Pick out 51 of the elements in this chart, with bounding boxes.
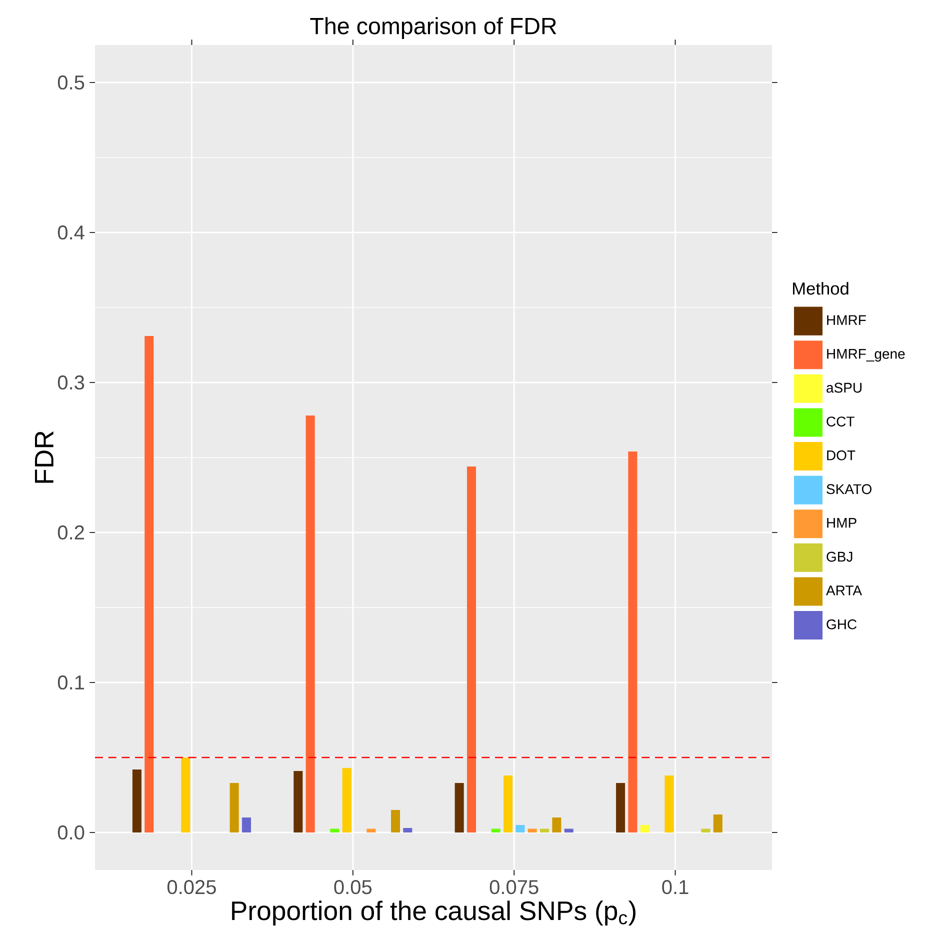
y-tick-label: 0.2 — [58, 525, 84, 540]
bar — [342, 768, 352, 832]
y-axis-title: FDR — [34, 431, 54, 483]
bar — [540, 828, 550, 832]
bar — [701, 828, 710, 832]
bar — [466, 466, 476, 832]
bar — [403, 828, 412, 832]
bar — [330, 828, 340, 832]
bar — [144, 336, 154, 832]
legend-label: GBJ — [826, 552, 852, 562]
x-tick-label: 0.05 — [334, 880, 372, 894]
bar — [230, 782, 239, 832]
bar — [132, 769, 142, 832]
bar — [242, 817, 251, 832]
bar — [528, 828, 537, 832]
bar — [616, 782, 626, 832]
y-tick-label: 0.3 — [58, 375, 84, 390]
bar — [181, 757, 190, 832]
legend-label: HMRF — [827, 315, 866, 325]
legend-label: SKATO — [826, 484, 872, 494]
legend-label: aSPU — [826, 382, 862, 393]
bar — [640, 824, 650, 832]
bar — [713, 814, 722, 832]
bar — [564, 828, 574, 832]
bar — [306, 415, 315, 832]
y-tick-label: 0.5 — [58, 75, 84, 90]
bar — [366, 828, 376, 832]
bar — [628, 451, 638, 832]
x-tick-label: 0.075 — [490, 880, 538, 894]
x-tick-label: 0.025 — [167, 880, 216, 894]
y-tick-label: 0.0 — [58, 825, 84, 840]
legend-label: HMRF_gene — [827, 349, 905, 362]
legend-label: CCT — [826, 416, 854, 426]
bar — [516, 824, 525, 832]
bar — [294, 770, 303, 832]
x-tick-label: 0.1 — [662, 880, 688, 894]
legend-label: DOT — [827, 450, 856, 460]
bar — [552, 817, 562, 832]
x-axis-title: Proportion of the causal SNPs (p$_{c}$) — [232, 900, 636, 926]
legend-label: ARTA — [826, 586, 862, 596]
bar — [504, 775, 513, 832]
legend-title: Method — [793, 282, 848, 295]
legend-label: GHC — [826, 619, 857, 630]
bar — [491, 828, 500, 832]
bar — [390, 810, 400, 832]
chart-title: The comparison of FDR — [310, 17, 556, 39]
bar — [664, 775, 674, 832]
y-tick-label: 0.1 — [58, 675, 84, 690]
y-tick-label: 0.4 — [58, 225, 84, 240]
bar — [454, 782, 464, 832]
legend-label: HMP — [827, 518, 856, 528]
